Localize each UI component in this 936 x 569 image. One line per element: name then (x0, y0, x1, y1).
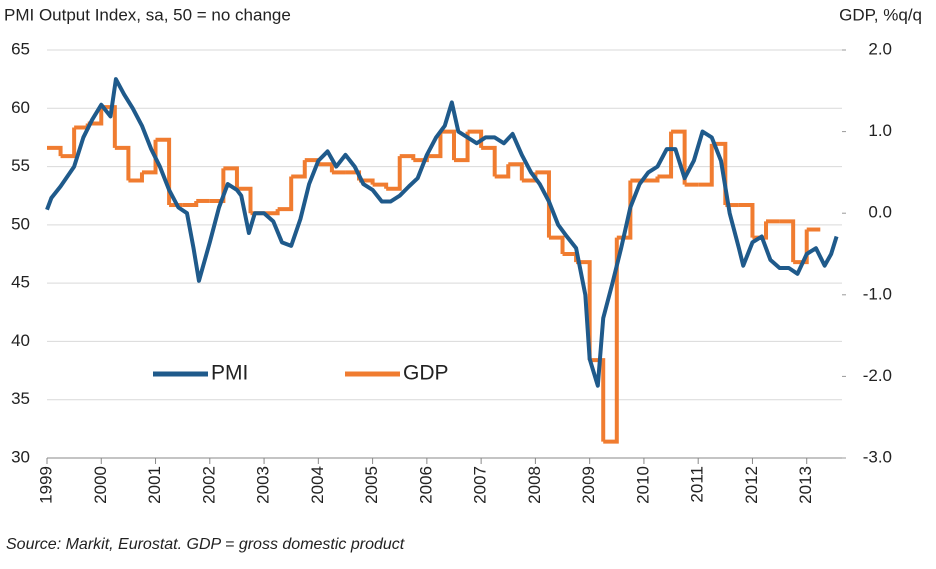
series-line (45, 77, 839, 388)
x-tick-label: 2011 (688, 466, 707, 503)
x-tick-label: 2002 (199, 466, 218, 504)
x-tick-label: 2003 (254, 466, 273, 504)
x-tick-label: 2001 (145, 466, 164, 504)
series-step (589, 358, 606, 442)
x-tick-label: 2008 (525, 466, 544, 504)
series-step (698, 143, 714, 187)
y-tick-label: 40 (11, 331, 30, 350)
series-step (128, 172, 144, 183)
series-step (616, 180, 633, 240)
series-step (264, 209, 280, 216)
x-tick-label: 2013 (796, 466, 815, 504)
series-step (386, 156, 402, 191)
y-tick-label: 30 (11, 447, 30, 466)
series-step (657, 131, 674, 179)
series-step (223, 166, 239, 189)
y-tick-label: 50 (11, 214, 30, 233)
legend-label: GDP (403, 362, 449, 385)
series-step (671, 129, 687, 185)
source-note: Source: Markit, Eurostat. GDP = gross do… (6, 536, 405, 553)
y2-tick-label: -3.0 (863, 447, 892, 466)
series-step (318, 162, 334, 173)
series-step (738, 203, 755, 238)
series-step (277, 176, 294, 212)
x-tick-label: 1999 (36, 466, 55, 504)
chart-title: PMI Output Index, sa, 50 = no change (4, 5, 291, 24)
series-step (535, 170, 551, 238)
x-tick-label: 2006 (416, 466, 435, 504)
series-step (236, 186, 253, 214)
x-tick-label: 2004 (308, 466, 327, 504)
series-step (114, 145, 131, 181)
series-step (47, 145, 63, 157)
series-step (752, 221, 769, 240)
series-step (562, 252, 579, 263)
x-tick-label: 2010 (633, 466, 652, 504)
y-tick-label: 55 (11, 156, 30, 175)
legend-label: PMI (211, 362, 248, 385)
series-step (603, 237, 619, 444)
series-step (291, 160, 307, 179)
y-tick-label: 45 (11, 273, 30, 292)
x-tick-label: 2012 (742, 466, 761, 504)
x-tick-label: 2007 (471, 466, 490, 504)
series-step (155, 137, 172, 206)
y2-tick-label: 0.0 (868, 203, 892, 222)
series-step (779, 219, 796, 263)
series-step (60, 127, 77, 159)
series-step (548, 235, 565, 254)
x-tick-label: 2005 (362, 466, 381, 504)
series-step (101, 105, 117, 148)
y2-tick-label: 1.0 (868, 121, 892, 140)
series-step (426, 131, 443, 159)
y2-tick-label: -2.0 (863, 366, 892, 385)
series-step (481, 145, 497, 177)
series-step (494, 164, 511, 179)
y2-tick-label: 2.0 (868, 39, 892, 58)
series-step (372, 182, 389, 189)
series-step (508, 162, 524, 181)
y-tick-label: 35 (11, 389, 30, 408)
series-step (182, 200, 199, 208)
y2-axis-label: GDP, %q/q (839, 5, 922, 24)
series-step (74, 123, 90, 130)
x-tick-label: 2000 (91, 466, 110, 504)
series-step (453, 131, 470, 163)
series-step (399, 154, 416, 161)
series-step (141, 139, 158, 175)
x-tick-label: 2009 (579, 466, 598, 504)
series-step (440, 129, 456, 161)
y-tick-label: 60 (11, 98, 30, 117)
y2-tick-label: -1.0 (863, 284, 892, 303)
series-step (793, 229, 809, 265)
y-tick-label: 65 (11, 39, 30, 58)
